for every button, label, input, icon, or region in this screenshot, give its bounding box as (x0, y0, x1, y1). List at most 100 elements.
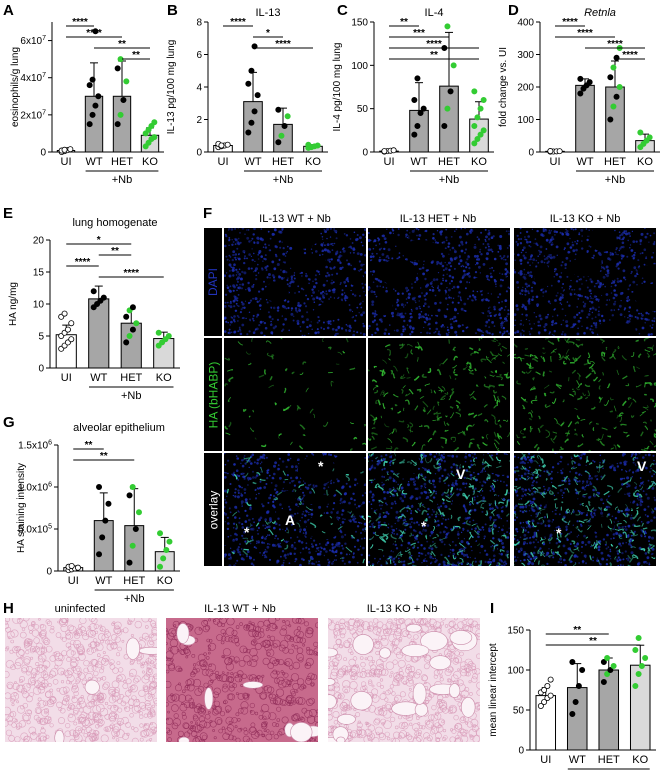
y-tick-label: 0 (362, 148, 368, 159)
micro-tile-dapi-wt (223, 219, 367, 337)
y-tick-label: 1.5x106 (18, 440, 52, 452)
y-tick-label: 0 (528, 148, 534, 159)
data-point (248, 119, 255, 126)
data-point (114, 65, 121, 72)
data-point (642, 655, 649, 662)
data-point (251, 108, 258, 115)
data-point (100, 294, 107, 301)
data-point (577, 90, 584, 97)
x-tick-label: UI (218, 156, 229, 168)
y-tick-label: 100 (351, 61, 368, 72)
significance-label: **** (72, 17, 88, 28)
x-tick-label: KO (142, 156, 158, 168)
x-tick-label: HET (604, 156, 626, 168)
data-point (281, 123, 288, 130)
x-tick-label: WT (85, 156, 102, 168)
x-tick-label: KO (156, 372, 172, 384)
micro-tile-overlay-het (365, 447, 519, 571)
y-tick-label: 200 (517, 83, 534, 94)
micro-marker: * (421, 518, 427, 534)
data-point (126, 559, 133, 566)
y-axis-label: HA ng/mg (8, 282, 19, 326)
data-point (646, 134, 653, 141)
micro-tile-dapi-ko (513, 225, 666, 341)
significance-label: * (266, 28, 270, 39)
data-point (245, 80, 252, 87)
data-point (114, 121, 121, 128)
x-tick-label: UI (61, 156, 72, 168)
nb-label: +Nb (121, 390, 142, 402)
micro-col-title-ko: IL-13 KO + Nb (549, 213, 621, 225)
data-point (444, 23, 451, 30)
micro-tile-overlay-wt (222, 451, 368, 568)
significance-label: **** (577, 28, 593, 39)
x-tick-label: KO (471, 156, 487, 168)
x-tick-label: WT (244, 156, 261, 168)
data-point (245, 129, 252, 136)
nb-label: +Nb (605, 174, 626, 186)
x-tick-label: WT (569, 754, 586, 766)
micro-row-label-ha: HA (bHABP) (204, 338, 222, 451)
data-point (474, 135, 481, 142)
y-tick-label: 0 (40, 148, 46, 159)
micro-tile-ha-wt (224, 335, 367, 453)
data-point (607, 74, 614, 81)
data-point (604, 671, 611, 678)
y-tick-label: 100 (517, 115, 534, 126)
data-point (132, 526, 139, 533)
micro-tile-ha-ko (511, 337, 660, 456)
bar (409, 109, 429, 153)
data-point (420, 105, 427, 112)
data-point (477, 131, 484, 138)
x-tick-label: UI (68, 575, 79, 587)
y-axis-label: mean linear intercept (488, 643, 499, 737)
significance-label: ** (85, 440, 93, 451)
micro-row-label-overlay: overlay (204, 453, 222, 566)
data-point (411, 97, 418, 104)
chart-title: IL-13 (255, 7, 280, 19)
y-tick-label: 8 (196, 18, 202, 29)
data-point (129, 326, 136, 333)
significance-label: **** (562, 17, 578, 28)
data-point (607, 667, 614, 674)
nb-label: +Nb (439, 174, 460, 186)
data-point (556, 148, 563, 155)
data-point (632, 647, 639, 654)
x-tick-label: WT (95, 575, 112, 587)
significance-label: ** (111, 246, 119, 257)
y-axis-label: IL-4 pg/100 mg lung (332, 43, 343, 132)
data-point (541, 699, 548, 706)
y-tick-label: 4x107 (20, 72, 46, 84)
data-point (610, 64, 617, 71)
panel-label-c: C (337, 2, 348, 19)
y-tick-label: 6 (196, 50, 202, 61)
data-point (68, 562, 75, 569)
data-point (480, 127, 487, 134)
micro-marker: V (456, 466, 466, 482)
data-point (417, 110, 424, 117)
data-point (151, 134, 158, 141)
data-point (248, 67, 255, 74)
y-axis-label: IL-13 pg/100 mg lung (166, 40, 177, 135)
y-tick-label: 0 (518, 746, 524, 757)
y-tick-label: 50 (513, 706, 525, 717)
x-tick-label: HET (120, 372, 142, 384)
y-tick-label: 0 (196, 148, 202, 159)
data-point (129, 304, 136, 311)
bar (439, 85, 459, 153)
significance-label: ** (118, 39, 126, 50)
data-point (218, 142, 225, 149)
panel-label-i: I (490, 600, 495, 617)
data-point (166, 538, 173, 545)
chart-title: alveolar epithelium (73, 422, 165, 434)
data-point (444, 105, 451, 112)
data-point (414, 75, 421, 82)
data-point (471, 88, 478, 95)
data-point (477, 105, 484, 112)
x-tick-label: UI (540, 754, 551, 766)
significance-label: **** (607, 39, 623, 50)
data-point (447, 88, 454, 95)
data-point (151, 119, 158, 126)
y-tick-label: 2 (196, 115, 202, 126)
data-point (155, 329, 162, 336)
